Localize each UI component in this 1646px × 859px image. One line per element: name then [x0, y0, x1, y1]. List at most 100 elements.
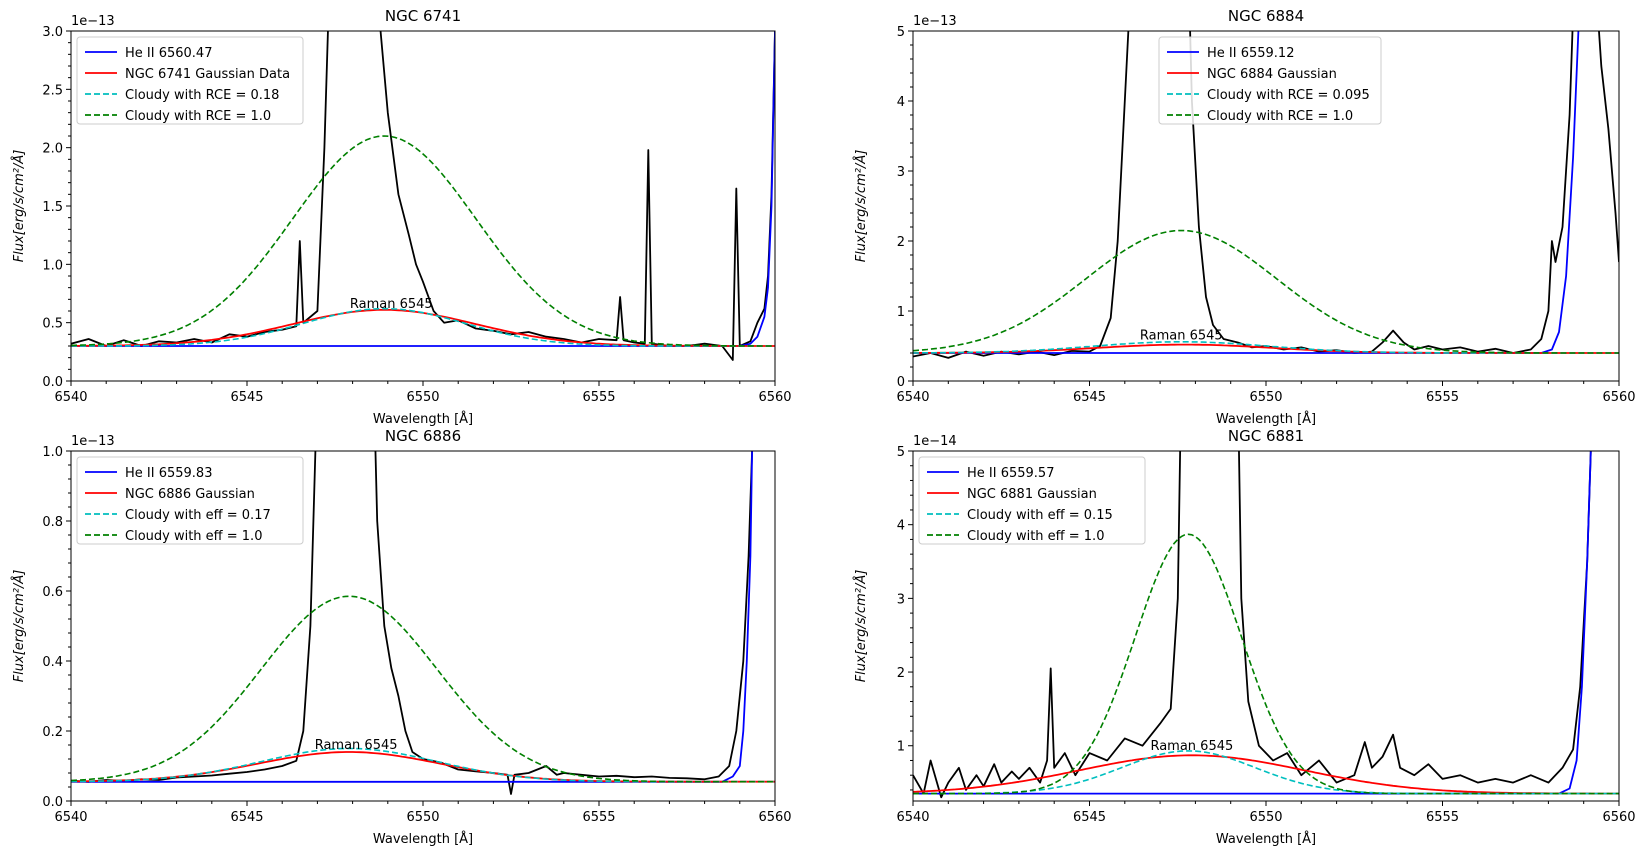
- chart-title: NGC 6884: [1228, 7, 1304, 25]
- legend-label: Cloudy with eff = 1.0: [125, 529, 262, 544]
- legend-box: [76, 456, 304, 545]
- panel-1: NGC 6741 1e−13 6540 6545 6550 6555 6560 0.0 0.5 1…: [11, 7, 792, 427]
- y-tick-label: 1: [897, 305, 905, 320]
- x-tick-label: 6550: [406, 390, 439, 405]
- panel-2: NGC 6884 1e−13 6540 6545 6550 6555 6560 0 1 2 3 4 5 W…: [853, 7, 1636, 427]
- legend: He II 6559.12 NGC 6884 Gaussian Cloudy wit…: [1158, 36, 1382, 125]
- legend: He II 6559.83 NGC 6886 Gaussian Cloudy wit…: [76, 456, 304, 545]
- x-tick-label: 6560: [1602, 810, 1635, 825]
- plot-area: [913, 31, 1619, 359]
- legend-label: He II 6559.57: [967, 466, 1054, 481]
- x-tick-label: 6550: [1249, 810, 1282, 825]
- chart-title: NGC 6741: [385, 7, 461, 25]
- offset-text: 1e−14: [913, 434, 957, 449]
- x-tick-label: 6555: [582, 390, 615, 405]
- legend-label: Cloudy with RCE = 0.18: [125, 88, 279, 103]
- cloudy-high-line: [71, 135, 775, 347]
- annotation-raman: Raman 6545: [350, 297, 433, 312]
- y-tick-label: 4: [897, 95, 905, 110]
- legend-label: NGC 6886 Gaussian: [125, 487, 255, 502]
- legend-label: NGC 6741 Gaussian Data: [125, 67, 290, 82]
- legend: He II 6560.47 NGC 6741 Gaussian Data Cloud…: [76, 36, 304, 125]
- x-tick-label: 6560: [758, 390, 791, 405]
- offset-text: 1e−13: [71, 14, 115, 29]
- annotation-raman: Raman 6545: [315, 738, 398, 753]
- x-tick-label: 6550: [406, 810, 439, 825]
- annotation-raman: Raman 6545: [1140, 329, 1223, 344]
- y-tick-label: 2.5: [42, 83, 63, 98]
- x-axis-label: Wavelength [Å]: [1216, 831, 1316, 847]
- x-tick-label: 6545: [1073, 390, 1106, 405]
- y-tick-label: 2: [897, 666, 905, 681]
- y-tick-label: 2.0: [42, 142, 63, 157]
- y-tick-label: 0.0: [42, 795, 63, 810]
- cloudy-high-line: [913, 533, 1619, 795]
- y-tick-label: 5: [897, 25, 905, 40]
- x-axis-label: Wavelength [Å]: [1216, 411, 1316, 427]
- x-tick-label: 6555: [1426, 810, 1459, 825]
- x-tick-label: 6560: [758, 810, 791, 825]
- legend-label: NGC 6881 Gaussian: [967, 487, 1097, 502]
- x-tick-label: 6545: [230, 390, 263, 405]
- legend-label: Cloudy with RCE = 0.095: [1207, 88, 1370, 103]
- cloudy-low-line: [913, 750, 1619, 795]
- x-tick-label: 6540: [896, 390, 929, 405]
- legend-label: Cloudy with RCE = 1.0: [1207, 109, 1353, 124]
- plot-area: [913, 451, 1619, 799]
- y-tick-label: 5: [897, 445, 905, 460]
- y-tick-label: 0: [897, 375, 905, 390]
- gaussian-fit-line: [71, 308, 775, 347]
- y-axis-label: Flux[erg/s/cm²/Å]: [11, 570, 27, 683]
- y-tick-label: 1.0: [42, 258, 63, 273]
- y-tick-label: 0.2: [42, 725, 63, 740]
- x-tick-label: 6540: [896, 810, 929, 825]
- y-tick-label: 3: [897, 165, 905, 180]
- y-tick-label: 0.0: [42, 375, 63, 390]
- x-tick-label: 6555: [582, 810, 615, 825]
- plot-area: [71, 31, 775, 361]
- y-tick-label: 4: [897, 519, 905, 534]
- y-tick-label: 0.5: [42, 317, 63, 332]
- observed-spectrum-line: [913, 451, 1592, 799]
- y-tick-label: 0.8: [42, 515, 63, 530]
- x-tick-label: 6540: [54, 810, 87, 825]
- legend-label: Cloudy with eff = 0.17: [125, 508, 271, 523]
- x-tick-label: 6555: [1426, 390, 1459, 405]
- legend-box: [918, 456, 1146, 545]
- cloudy-low-line: [71, 307, 775, 347]
- legend-label: Cloudy with eff = 1.0: [967, 529, 1104, 544]
- annotation-raman: Raman 6545: [1150, 739, 1233, 754]
- chart-title: NGC 6881: [1228, 427, 1304, 445]
- x-tick-label: 6560: [1602, 390, 1635, 405]
- x-tick-label: 6550: [1249, 390, 1282, 405]
- x-axis-label: Wavelength [Å]: [373, 411, 473, 427]
- cloudy-low-line: [71, 747, 775, 783]
- legend-label: Cloudy with eff = 0.15: [967, 508, 1113, 523]
- y-axis-label: Flux[erg/s/cm²/Å]: [853, 570, 869, 683]
- legend-label: NGC 6884 Gaussian: [1207, 67, 1337, 82]
- y-tick-label: 1.5: [42, 200, 63, 215]
- legend-box: [76, 36, 304, 125]
- y-tick-label: 1.0: [42, 445, 63, 460]
- cloudy-high-line: [71, 595, 775, 783]
- x-tick-label: 6545: [1073, 810, 1106, 825]
- panel-3: NGC 6886 1e−13 6540 6545 6550 6555 6560 0.0 0.2 0…: [11, 427, 792, 847]
- panel-4: NGC 6881 1e−14 6540 6545 6550 6555 6560 1 2 3 4 5 Wa…: [853, 427, 1636, 847]
- legend: He II 6559.57 NGC 6881 Gaussian Cloudy wit…: [918, 456, 1146, 545]
- y-axis-label: Flux[erg/s/cm²/Å]: [853, 150, 869, 263]
- plot-area: [71, 451, 775, 795]
- x-axis-label: Wavelength [Å]: [373, 831, 473, 847]
- cloudy-high-line: [913, 229, 1619, 354]
- y-tick-label: 2: [897, 235, 905, 250]
- legend-label: Cloudy with RCE = 1.0: [125, 109, 271, 124]
- gaussian-fit-line: [913, 754, 1619, 795]
- legend-label: He II 6560.47: [125, 46, 212, 61]
- y-tick-label: 0.6: [42, 585, 63, 600]
- offset-text: 1e−13: [71, 434, 115, 449]
- y-tick-label: 0.4: [42, 655, 63, 670]
- y-tick-label: 3.0: [42, 25, 63, 40]
- legend-box: [1158, 36, 1382, 125]
- y-tick-label: 1: [897, 740, 905, 755]
- x-tick-label: 6545: [230, 810, 263, 825]
